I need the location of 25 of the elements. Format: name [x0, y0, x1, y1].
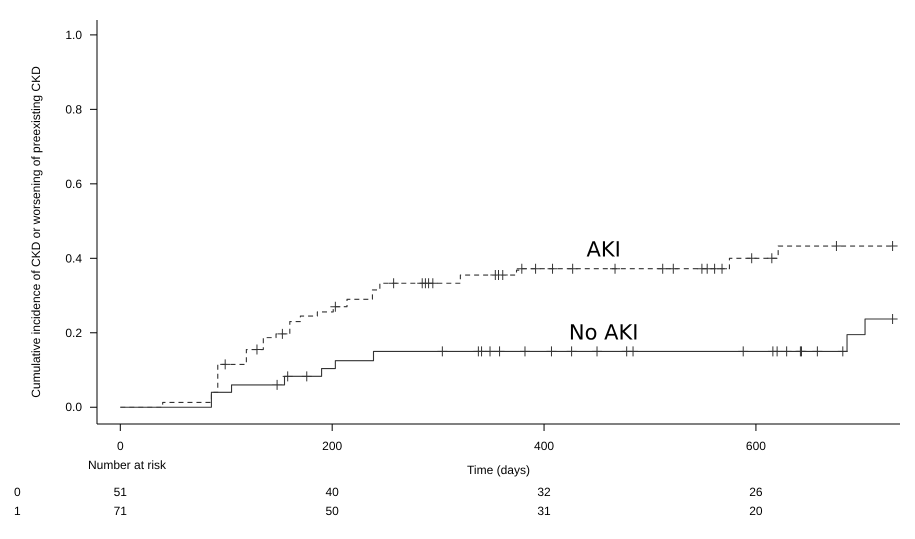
- text: 26: [749, 485, 763, 499]
- y-tick-label: 0.0: [65, 400, 82, 414]
- text: 1: [14, 504, 21, 518]
- y-tick-label: 0.8: [65, 102, 82, 116]
- y-tick-label: 0.4: [65, 251, 82, 266]
- y-tick-label: 1.0: [65, 28, 82, 42]
- x-tick-label: 0: [116, 439, 124, 453]
- x-tick-label: 400: [534, 439, 554, 453]
- series-label: AKI: [586, 238, 621, 262]
- text: 40: [326, 485, 340, 499]
- text: 32: [537, 485, 552, 499]
- text: 0: [14, 485, 21, 499]
- series-label: No AKI: [568, 320, 638, 344]
- y-tick-label: 0.2: [65, 326, 82, 340]
- text: 20: [749, 504, 763, 518]
- text: 71: [114, 504, 128, 518]
- y-tick-label: 0.6: [65, 176, 82, 191]
- x-tick-label: 600: [746, 439, 766, 453]
- text: 50: [326, 504, 340, 518]
- text: Number at risk: [88, 458, 168, 472]
- x-tick-label: 200: [322, 439, 343, 453]
- x-axis-title: Time (days): [467, 463, 530, 477]
- y-axis-title: Cumulative incidence of CKD or worsening of preexisting CKD: [29, 66, 43, 398]
- text: 51: [114, 485, 128, 499]
- text: 31: [537, 504, 552, 518]
